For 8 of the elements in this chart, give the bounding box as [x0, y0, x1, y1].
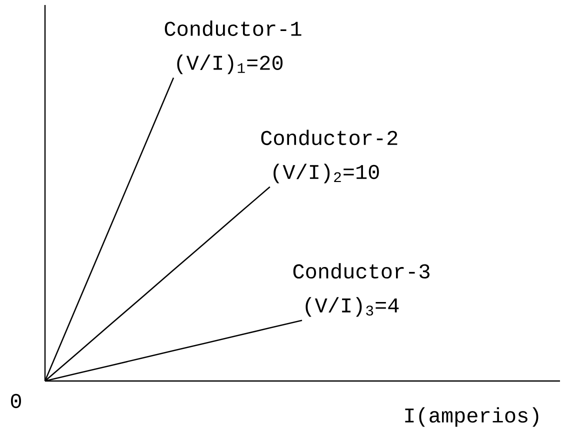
annotation: (V/I)$_{2}$=10: [274, 164, 379, 184]
text: (V/I)$_{1}$=20: [177, 54, 283, 74]
annotation: (V/I)$_{3}$=4: [306, 297, 399, 317]
text: 0: [10, 394, 22, 408]
text: Conductor-3: [293, 263, 430, 279]
x-axis-title: I(amperios): [405, 407, 538, 427]
text: Conductor-2: [261, 130, 398, 146]
text: Conductor-1: [164, 20, 302, 36]
